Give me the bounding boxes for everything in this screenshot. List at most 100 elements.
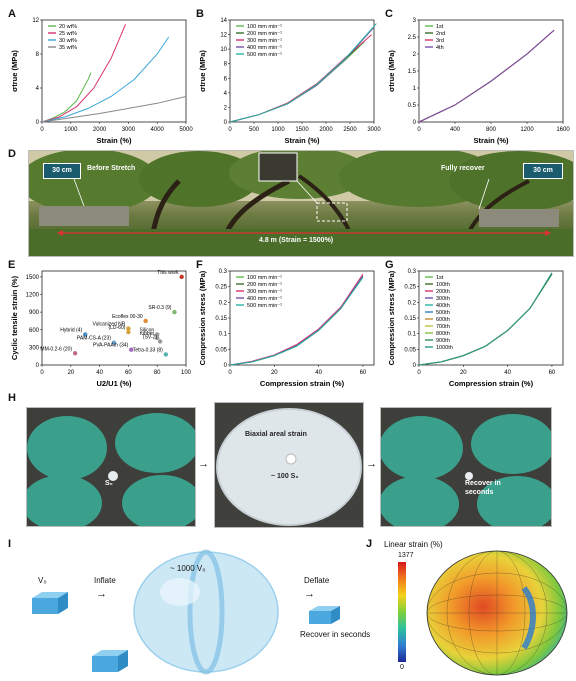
panel-h-photo-3: Recover in seconds [380,407,552,527]
legend-entry: 35 wt% [59,45,77,51]
colorbar-title: Linear strain (%) [384,540,443,549]
scatter-point [129,347,134,352]
y-tick-label: 6 [224,76,228,82]
y-tick-label: 0.3 [408,269,417,275]
x-tick-label: 80 [154,370,161,376]
cube-small-3 [309,606,340,624]
legend-entry: 800th [436,331,450,337]
legend-entry: 900th [436,338,450,344]
y-tick-label: 4 [36,86,40,92]
y-axis-label: σtrue (MPa) [387,50,396,92]
x-tick-label: 20 [67,370,74,376]
scatter-point [163,352,169,357]
y-tick-label: 0.05 [215,347,227,353]
chart-e: 0 20 40 60 80 100 0 300 600 900 1200 1500 U2/U1 (%) C… [10,270,192,388]
scatter-point [126,329,131,335]
y-tick-label: 0 [413,363,417,369]
legend-entry: 1st [436,275,444,281]
panel-d-photo: 30 cm Before Stretch Fully recover 30 cm… [28,150,574,257]
legend-entry: 100th [436,282,450,288]
before-stretch-label: Before Stretch [87,165,136,172]
y-tick-label: 1500 [26,275,40,281]
x-tick-label: 0 [417,370,421,376]
y-tick-label: 0.25 [215,285,227,291]
y-tick-label: 0.15 [404,316,416,322]
legend-entry: 1000th [436,345,453,351]
point-label: SR-0.3 (9) [148,305,171,311]
y-tick-label: 2 [413,52,417,58]
y-tick-label: 3 [413,18,417,24]
series-line [41,72,92,123]
panel-label-i: I [8,538,12,550]
x-tick-label: 1600 [556,127,570,133]
series-line [41,96,187,123]
legend-entry: 500 mm min⁻¹ [247,303,282,309]
y-tick-label: 0.2 [219,300,228,306]
x-tick-label: 60 [549,370,556,376]
scale-box-left: 30 cm [43,163,81,179]
x-tick-label: 60 [125,370,132,376]
recover-seconds-label: Recover in seconds [300,630,371,639]
legend-entry: 200 mm min⁻¹ [247,31,282,37]
series-line [418,272,553,366]
scatter-point [83,332,88,337]
point-label: Hybrid (4) [60,327,82,333]
point-label: Vulcanized NR [93,322,126,328]
y-tick-label: 0 [224,363,228,369]
span-label: 4.8 m (Strain = 1500%) [259,237,334,244]
plot-frame [41,270,187,366]
legend-entry: 20 wt% [59,24,77,30]
point-label: (LD-60) [108,325,125,331]
point-label: Ecoflex 00-30 [112,314,143,320]
chart-a: 0 1000 2000 3000 4000 5000 0 4 8 12 Strain (%) σtru… [10,18,193,145]
series-line [41,24,126,123]
series-line [229,277,364,366]
y-tick-label: 0 [224,120,228,126]
x-tick-label: 500 [249,127,260,133]
point-label: rubber [140,331,155,337]
panel-label-e: E [8,259,16,271]
colorbar [398,562,406,662]
x-axis-label: Strain (%) [473,136,509,145]
legend-entry: 30 wt% [59,38,77,44]
areal-value: ~ 100 S₀ [271,473,299,480]
scale-box-right: 30 cm [523,163,563,179]
x-axis-label: U2/U1 (%) [96,379,132,388]
recover-label-1: Recover in [465,480,501,487]
panel-h-photo-2: Biaxial areal strain ~ 100 S₀ [214,402,364,528]
point-label: Tetra-0.33 (8) [133,347,163,353]
x-axis-label: Compression strain (%) [260,379,345,388]
x-axis-label: Compression strain (%) [449,379,534,388]
legend-entry: 400 mm min⁻¹ [247,45,282,51]
y-tick-label: 12 [220,33,227,39]
legend-entry: 300th [436,296,450,302]
panel-label-c: C [385,8,393,20]
legend-entry: 200th [436,289,450,295]
x-tick-label: 0 [417,127,421,133]
y-tick-label: 0.2 [408,300,417,306]
y-tick-label: 8 [36,52,40,58]
x-axis-label: Strain (%) [284,136,320,145]
chart-c: 0 400 800 1200 1600 0 0.5 1 1.5 2 2.5 3 Strain (%) σt… [387,18,570,145]
y-tick-label: 10 [220,47,227,53]
x-tick-label: 1000 [271,127,285,133]
panel-label-j: J [366,538,373,550]
scatter-point [155,335,160,341]
x-tick-label: 3000 [122,127,136,133]
y-tick-label: 2 [224,105,228,111]
x-tick-label: 40 [96,370,103,376]
legend-entry: 4th [436,45,444,51]
legend-entry: 1st [436,24,444,30]
recover-label-2: seconds [465,489,494,496]
legend-entry: 500th [436,310,450,316]
legend-entry: 3rd [436,38,444,44]
balloon-film-scene [216,408,362,526]
y-axis-label: Compression stress (MPa) [387,270,396,365]
legend-entry: 300 mm min⁻¹ [247,289,282,295]
point-label: PVA-PAAm (34) [93,343,129,349]
y-axis-label: σtrue (MPa) [10,50,19,92]
x-tick-label: 5000 [179,127,193,133]
x-tick-label: 100 [181,370,192,376]
y-tick-label: 0.1 [408,332,417,338]
y-tick-label: 1.5 [408,69,417,75]
